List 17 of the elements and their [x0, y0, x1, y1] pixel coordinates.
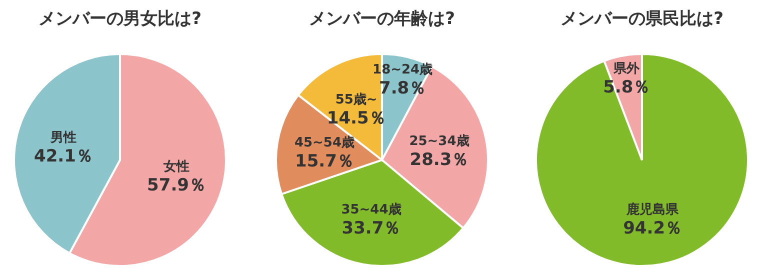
data-label: 94.2％ [623, 218, 682, 238]
slice-label: 男性 [49, 130, 76, 146]
slice-label: 女性 [162, 159, 190, 174]
data-label: 33.7％ [342, 218, 401, 238]
data-label: 15.7％ [295, 151, 354, 172]
slice-label: 35~44歳 [341, 202, 402, 218]
data-label: 57.9％ [147, 175, 206, 196]
slice-label: 55歳~ [335, 92, 378, 108]
slice-label: 45~54歳 [294, 135, 355, 150]
data-label: 28.3％ [410, 150, 469, 170]
slice-label: 鹿児島県 [626, 201, 680, 218]
data-label: 42.1％ [34, 146, 93, 167]
chart-title: メンバーの県民比は? [560, 9, 724, 29]
chart-title: メンバーの年齢は? [309, 9, 455, 29]
slice-label: 25~34歳 [409, 134, 470, 149]
chart-title: メンバーの男女比は? [38, 9, 202, 29]
slice-label: 県外 [612, 62, 641, 77]
